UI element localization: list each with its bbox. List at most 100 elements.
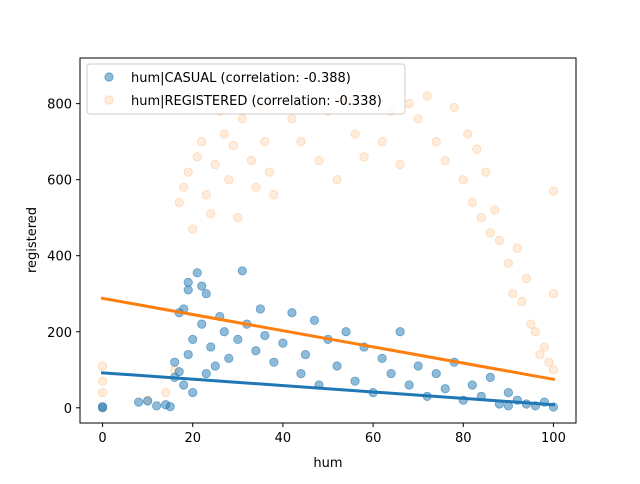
data-point (269, 190, 279, 200)
x-tick-label: 40 (275, 431, 292, 446)
data-point (476, 213, 486, 223)
data-point (467, 380, 477, 390)
x-tick-label: 80 (455, 431, 472, 446)
data-point (183, 285, 193, 295)
data-point (134, 397, 144, 407)
data-point (395, 159, 405, 170)
x-tick-label: 100 (541, 431, 566, 446)
data-point (467, 197, 477, 208)
trend-layer (100, 296, 556, 407)
data-point (517, 296, 527, 306)
data-point (472, 144, 482, 154)
data-point (377, 353, 387, 363)
data-point (481, 167, 491, 177)
data-point (201, 368, 211, 379)
data-point (350, 376, 360, 386)
data-point (341, 327, 351, 337)
data-point (201, 190, 211, 200)
data-point (228, 140, 238, 151)
data-point (233, 213, 243, 223)
data-point (548, 289, 559, 299)
data-point (404, 99, 414, 109)
x-axis-label: hum (313, 456, 342, 471)
x-tick-label: 20 (184, 431, 201, 446)
data-point (174, 367, 184, 377)
data-point (206, 209, 216, 219)
legend-marker (104, 95, 114, 105)
data-point (260, 330, 270, 341)
data-point (188, 387, 198, 398)
data-point (377, 137, 387, 147)
data-point (183, 167, 193, 177)
x-tick-label: 60 (365, 431, 382, 446)
data-point (219, 327, 229, 337)
data-point (431, 137, 441, 147)
data-point (413, 114, 423, 124)
data-point (192, 268, 202, 278)
data-point (251, 182, 261, 192)
legend-marker (104, 72, 114, 82)
data-point (530, 327, 541, 337)
trend-line-series-0 (100, 371, 556, 407)
data-point (314, 156, 324, 166)
data-point (174, 197, 184, 208)
x-axis: 0 20 40 60 80 100 (98, 423, 566, 446)
data-point (97, 361, 108, 371)
data-point (183, 277, 193, 287)
y-tick-label: 0 (64, 402, 72, 417)
data-point (413, 361, 423, 371)
data-point (255, 304, 265, 314)
plot-frame (79, 57, 577, 424)
data-point (251, 346, 261, 356)
data-point (170, 357, 180, 367)
data-point (237, 266, 247, 276)
data-point (197, 319, 207, 329)
data-point (485, 372, 495, 382)
data-point (539, 342, 550, 352)
y-tick-label: 400 (47, 250, 72, 265)
data-point (309, 315, 320, 325)
data-point (422, 91, 432, 101)
data-point (463, 129, 473, 139)
data-point (512, 243, 522, 253)
y-tick-label: 800 (47, 98, 72, 113)
data-point (224, 175, 234, 185)
data-point (503, 387, 513, 398)
data-point (224, 353, 234, 363)
data-point (210, 159, 220, 170)
data-point (287, 114, 297, 124)
data-point (296, 137, 306, 147)
x-tick-label: 0 (98, 431, 106, 446)
data-point (526, 319, 536, 329)
series-1-points (97, 91, 559, 413)
data-point (192, 152, 202, 162)
data-point (161, 387, 171, 398)
data-point (287, 308, 297, 318)
data-point (535, 349, 545, 360)
data-point (246, 156, 256, 166)
data-point (332, 175, 342, 185)
data-point (278, 338, 288, 348)
data-point (188, 224, 198, 234)
data-point (431, 368, 441, 379)
data-point (183, 349, 193, 360)
data-point (197, 137, 207, 147)
data-point (300, 349, 311, 360)
data-point (296, 368, 306, 379)
data-point (404, 380, 414, 390)
data-point (485, 228, 495, 238)
data-point (386, 368, 396, 379)
data-point (395, 327, 405, 337)
data-point (237, 114, 247, 124)
data-point (264, 167, 274, 177)
data-point (260, 137, 270, 147)
data-point (332, 361, 342, 371)
y-axis-label: registered (25, 207, 40, 273)
data-point (165, 402, 175, 412)
trend-line-series-1 (100, 296, 556, 382)
data-point (508, 289, 518, 299)
data-point (503, 258, 513, 268)
data-point (201, 289, 211, 299)
data-point (179, 380, 189, 390)
